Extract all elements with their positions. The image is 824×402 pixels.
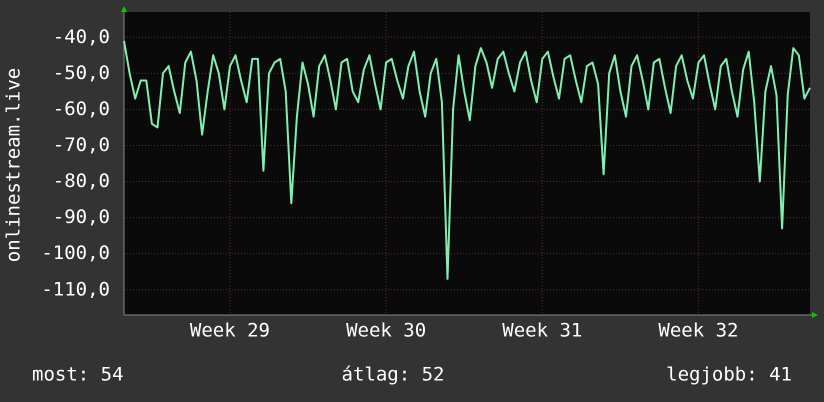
y-tick-label: -90,0 bbox=[53, 206, 110, 228]
y-tick-label: -50,0 bbox=[53, 62, 110, 84]
y-tick-label: -60,0 bbox=[53, 98, 110, 120]
plot-area bbox=[124, 12, 810, 315]
x-tick-label: Week 30 bbox=[346, 320, 426, 342]
stat-best: legjobb: 41 bbox=[666, 364, 792, 386]
x-arrow bbox=[812, 312, 818, 318]
y-tick-label: -70,0 bbox=[53, 134, 110, 156]
stat-average: átlag: 52 bbox=[342, 364, 445, 386]
y-tick-label: -110,0 bbox=[41, 278, 110, 300]
line bbox=[123, 40, 811, 280]
x-tick-label: Week 32 bbox=[658, 320, 738, 342]
stat-current: most: 54 bbox=[32, 364, 124, 386]
y-tick-label: -80,0 bbox=[53, 170, 110, 192]
y-tick-label: -100,0 bbox=[41, 242, 110, 264]
y-tick-label: -40,0 bbox=[53, 26, 110, 48]
y-axis-title: onlinestream.live bbox=[3, 68, 25, 262]
y-arrow bbox=[121, 6, 127, 12]
x-tick-label: Week 29 bbox=[190, 320, 270, 342]
x-tick-label: Week 31 bbox=[502, 320, 582, 342]
